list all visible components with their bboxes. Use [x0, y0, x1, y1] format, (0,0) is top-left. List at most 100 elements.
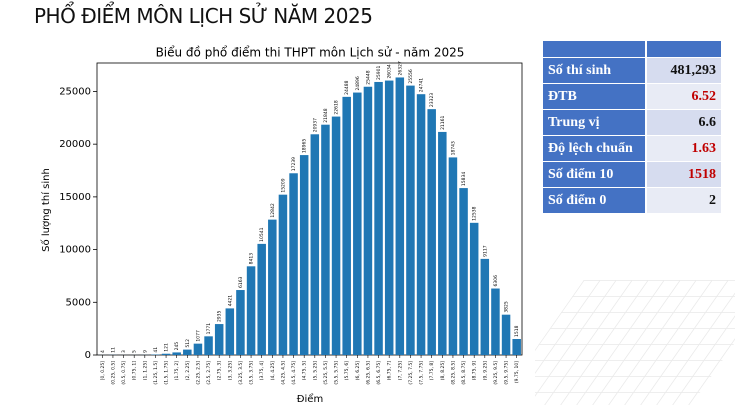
data-label: 18743 — [450, 141, 456, 155]
bar — [438, 131, 447, 355]
x-tick-label: (9.25, 9.5] — [493, 361, 499, 385]
bar — [395, 77, 405, 355]
data-label: 12842 — [270, 203, 276, 217]
bar — [214, 324, 224, 355]
row-label: Số điểm 0 — [543, 188, 647, 213]
data-label: 25556 — [408, 69, 414, 83]
header-cell — [543, 41, 647, 57]
x-tick-label: (1.75, 2] — [174, 361, 180, 380]
data-label: 17239 — [291, 157, 297, 171]
bar — [321, 124, 330, 355]
data-label: 1518 — [514, 325, 520, 337]
data-label: 26327 — [397, 61, 403, 75]
data-label: 3 — [121, 350, 127, 353]
bar — [161, 353, 171, 355]
row-value: 1518 — [647, 162, 721, 187]
bar — [353, 92, 362, 355]
x-tick-label: (0.75, 1] — [132, 361, 138, 380]
data-label: 20937 — [312, 118, 318, 132]
table-row: Số điểm 10 1518 — [543, 162, 721, 187]
data-label: 23323 — [429, 93, 435, 107]
data-label: 21848 — [323, 108, 329, 122]
bar — [204, 336, 213, 355]
row-label: ĐTB — [543, 84, 647, 109]
bar — [246, 266, 256, 355]
x-tick-label: (3.5, 3.75] — [249, 361, 255, 385]
page-title: PHỔ ĐIỂM MÔN LỊCH SỬ NĂM 2025 — [34, 4, 373, 28]
data-label: 3825 — [504, 301, 510, 313]
x-tick-label: (2.75, 3] — [217, 361, 223, 380]
data-label: 4 — [100, 350, 106, 353]
bar — [225, 308, 235, 355]
row-value: 2 — [647, 188, 721, 213]
data-label: 2935 — [217, 310, 223, 322]
plot-frame — [96, 62, 523, 356]
header-cell — [647, 41, 721, 57]
row-label: Số thí sinh — [543, 58, 647, 83]
data-label: 512 — [185, 339, 191, 348]
x-tick-label: (1.25, 1.5] — [153, 361, 159, 385]
y-tick-label: 25000 — [59, 86, 91, 97]
data-label: 10541 — [259, 227, 265, 241]
data-label: 41 — [153, 347, 159, 353]
x-tick-label: (9, 9.25] — [482, 361, 488, 380]
x-axis-label: Điểm — [297, 392, 323, 405]
y-tick-label: 0 — [85, 350, 91, 361]
x-tick-label: (4.5, 4.75] — [291, 361, 297, 385]
x-tick-label: (2.25, 2.5] — [195, 361, 201, 385]
data-label: 6306 — [493, 275, 499, 287]
data-label: 18965 — [302, 139, 308, 153]
x-tick-label: (0.25, 0.5] — [110, 361, 116, 385]
chart-title: Biểu đồ phổ điểm thi THPT môn Lịch sử - … — [156, 46, 465, 60]
row-value: 481,293 — [647, 58, 721, 83]
data-label: 8413 — [249, 253, 255, 265]
bar — [331, 116, 341, 355]
bar — [310, 134, 320, 355]
x-tick-label: (4.75, 5] — [302, 361, 308, 380]
bar — [342, 96, 351, 355]
data-label: 24896 — [355, 76, 361, 90]
x-tick-label: (1, 1.25] — [142, 361, 148, 380]
row-value: 1.63 — [647, 136, 721, 161]
x-tick-label: (1.5, 1.75] — [164, 361, 170, 385]
data-label: 9 — [142, 350, 148, 353]
data-label: 1771 — [206, 323, 212, 335]
x-tick-label: (7.75, 8] — [429, 361, 435, 380]
stats-table: Số thí sinh 481,293 ĐTB 6.52 Trung vị 6.6 Độ l… — [543, 40, 721, 214]
x-tick-label: (3.25, 3.5] — [238, 361, 244, 385]
x-tick-label: (9.75, 10] — [514, 361, 520, 383]
bar — [448, 157, 458, 355]
bar — [469, 222, 479, 355]
row-label: Trung vị — [543, 110, 647, 135]
bar — [363, 86, 373, 355]
x-tick-label: (8.75, 9] — [472, 361, 478, 380]
table-row: Số thí sinh 481,293 — [543, 58, 721, 83]
data-label: 24488 — [344, 80, 350, 94]
data-label: 4421 — [227, 295, 233, 307]
data-label: 22618 — [334, 100, 340, 114]
bar — [268, 219, 277, 355]
x-tick-label: (7.5, 7.75] — [419, 361, 425, 385]
x-tick-label: (0.5, 0.75] — [121, 361, 127, 385]
data-label: 9117 — [482, 245, 488, 257]
bar — [183, 349, 192, 355]
row-value: 6.6 — [647, 110, 721, 135]
bar — [278, 194, 288, 355]
row-label: Độ lệch chuẩn — [543, 136, 647, 161]
data-label: 12538 — [472, 206, 478, 220]
data-label: 21161 — [440, 115, 446, 129]
table-row: Trung vị 6.6 — [543, 110, 721, 135]
bar — [384, 80, 394, 355]
bar — [374, 81, 383, 356]
x-tick-label: (5.5, 5.75] — [334, 361, 340, 385]
bar — [299, 155, 309, 355]
bar — [480, 258, 490, 355]
bar — [172, 352, 181, 355]
y-tick-label: 5000 — [66, 297, 91, 308]
x-tick-label: (6.5, 6.75] — [376, 361, 382, 385]
x-tick-label: (8.25, 8.5] — [450, 361, 456, 385]
x-tick-label: (6.75, 7] — [387, 361, 393, 380]
x-tick-label: (2, 2.25] — [185, 361, 191, 380]
